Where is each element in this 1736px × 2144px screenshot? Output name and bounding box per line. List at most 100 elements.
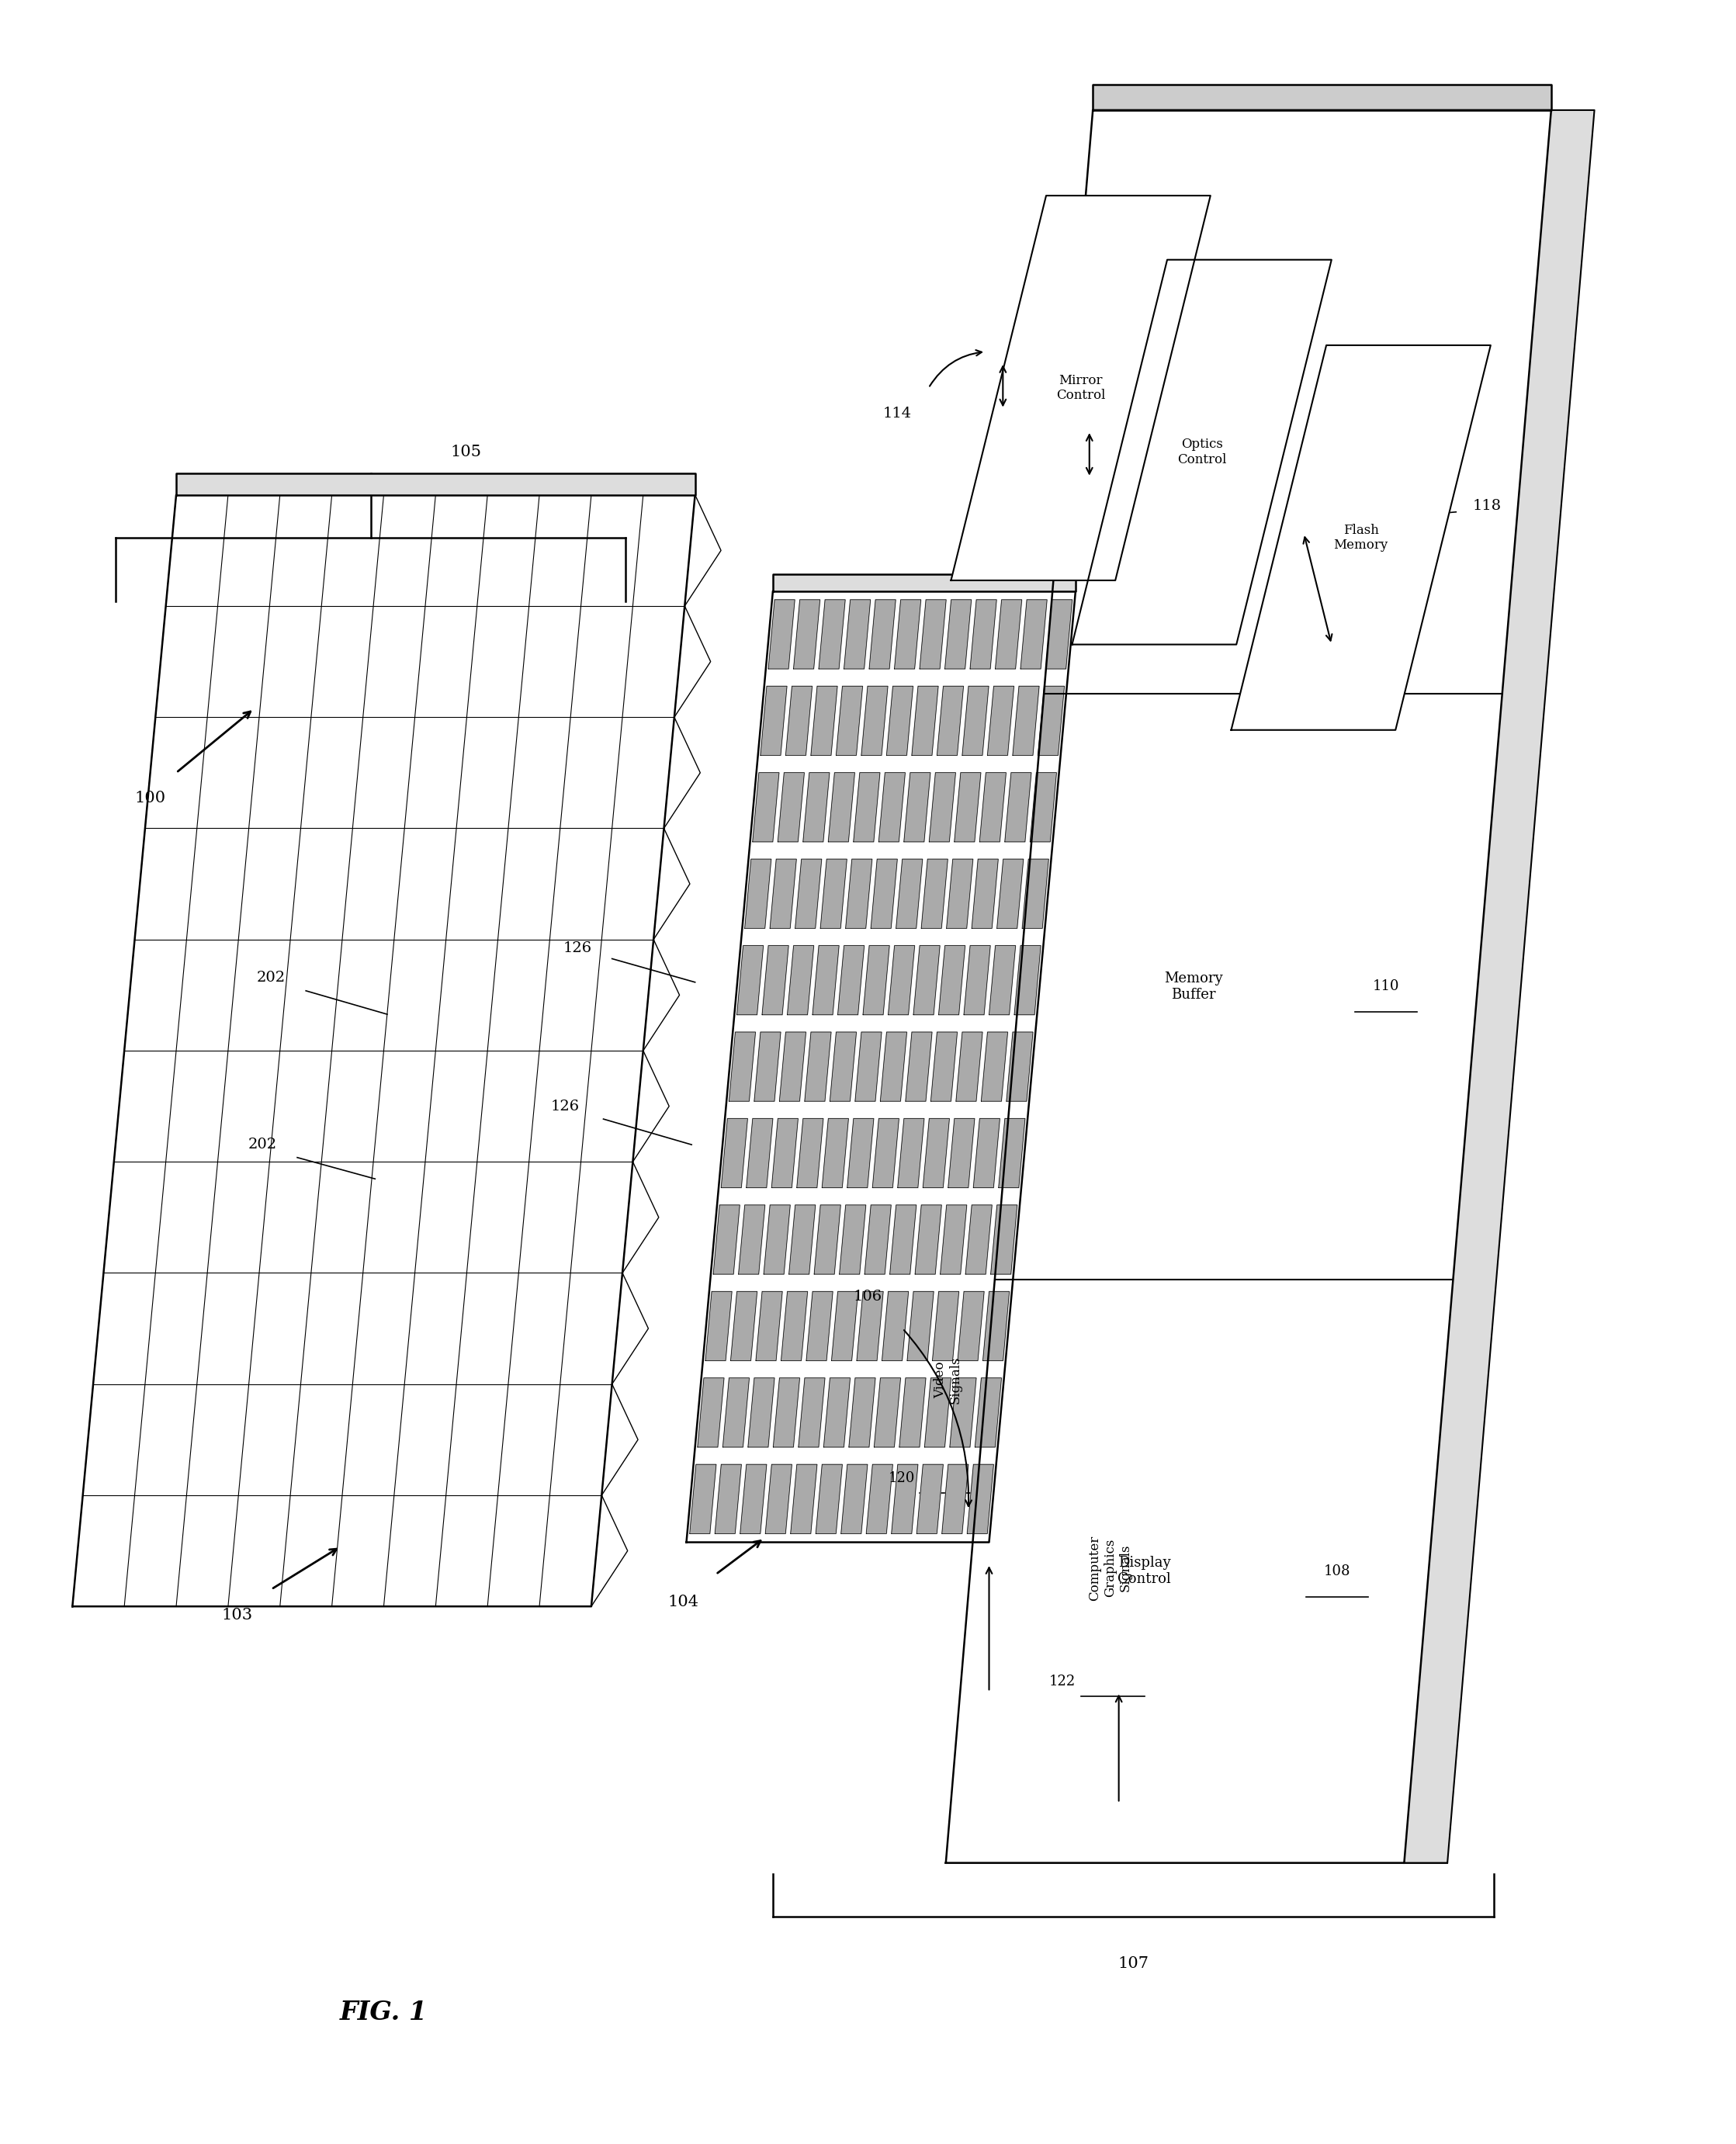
Polygon shape: [698, 1379, 724, 1447]
Text: 126: 126: [550, 1100, 580, 1113]
Polygon shape: [828, 772, 854, 843]
Text: 105: 105: [450, 444, 481, 459]
Polygon shape: [880, 1031, 906, 1102]
Polygon shape: [845, 860, 871, 928]
Polygon shape: [1038, 686, 1064, 755]
Polygon shape: [957, 1031, 983, 1102]
Polygon shape: [1012, 686, 1040, 755]
Polygon shape: [894, 600, 920, 669]
Polygon shape: [773, 1379, 800, 1447]
Polygon shape: [920, 600, 946, 669]
Polygon shape: [771, 1119, 799, 1188]
Polygon shape: [764, 1205, 790, 1274]
Polygon shape: [814, 1205, 840, 1274]
Polygon shape: [930, 1031, 957, 1102]
Polygon shape: [748, 1379, 774, 1447]
Polygon shape: [746, 1119, 773, 1188]
Polygon shape: [906, 1031, 932, 1102]
Polygon shape: [1023, 860, 1049, 928]
Polygon shape: [1021, 600, 1047, 669]
Polygon shape: [804, 772, 830, 843]
Polygon shape: [729, 1031, 755, 1102]
Polygon shape: [990, 946, 1016, 1014]
Polygon shape: [823, 1379, 851, 1447]
Polygon shape: [797, 1119, 823, 1188]
Text: 104: 104: [667, 1595, 698, 1610]
Polygon shape: [865, 1205, 891, 1274]
Polygon shape: [715, 1464, 741, 1533]
Polygon shape: [970, 600, 996, 669]
Polygon shape: [736, 946, 764, 1014]
Text: Memory
Buffer: Memory Buffer: [1165, 971, 1222, 1001]
Polygon shape: [838, 946, 865, 1014]
Text: 112: 112: [1422, 394, 1448, 410]
Polygon shape: [863, 946, 889, 1014]
Text: Video
Signals: Video Signals: [934, 1355, 962, 1404]
Text: Mirror
Control: Mirror Control: [1055, 373, 1106, 403]
Polygon shape: [946, 860, 972, 928]
Text: 202: 202: [257, 971, 286, 984]
Polygon shape: [929, 772, 955, 843]
Polygon shape: [686, 592, 1076, 1542]
Polygon shape: [1045, 600, 1073, 669]
Text: 122: 122: [1049, 1674, 1076, 1687]
Polygon shape: [944, 600, 972, 669]
Text: Flash
Memory: Flash Memory: [1333, 523, 1389, 551]
Text: 106: 106: [854, 1289, 882, 1304]
Polygon shape: [175, 474, 694, 495]
Polygon shape: [713, 1205, 740, 1274]
Polygon shape: [731, 1291, 757, 1361]
Text: 202: 202: [248, 1138, 278, 1151]
Polygon shape: [1073, 259, 1332, 645]
Polygon shape: [979, 772, 1007, 843]
Polygon shape: [950, 1379, 976, 1447]
Polygon shape: [924, 1119, 950, 1188]
Polygon shape: [991, 1205, 1017, 1274]
Polygon shape: [823, 1119, 849, 1188]
Polygon shape: [762, 946, 788, 1014]
Text: Optics
Control: Optics Control: [1177, 437, 1226, 465]
Polygon shape: [819, 600, 845, 669]
Polygon shape: [773, 575, 1076, 592]
Polygon shape: [899, 1379, 925, 1447]
Polygon shape: [740, 1464, 767, 1533]
Polygon shape: [870, 600, 896, 669]
Text: 107: 107: [1118, 1955, 1149, 1970]
Polygon shape: [875, 1379, 901, 1447]
Text: 110: 110: [1373, 980, 1399, 993]
Polygon shape: [73, 495, 694, 1606]
Polygon shape: [745, 860, 771, 928]
Polygon shape: [812, 946, 838, 1014]
Text: 103: 103: [220, 1608, 252, 1623]
Polygon shape: [858, 1291, 884, 1361]
Polygon shape: [878, 772, 904, 843]
Polygon shape: [854, 772, 880, 843]
Polygon shape: [769, 600, 795, 669]
Polygon shape: [972, 860, 998, 928]
Polygon shape: [790, 1464, 818, 1533]
Polygon shape: [771, 860, 797, 928]
Polygon shape: [958, 1291, 984, 1361]
Polygon shape: [755, 1291, 783, 1361]
Polygon shape: [911, 686, 937, 755]
Text: FIG. 1: FIG. 1: [340, 2000, 427, 2026]
Polygon shape: [847, 1119, 873, 1188]
Polygon shape: [955, 772, 981, 843]
Polygon shape: [844, 600, 870, 669]
Polygon shape: [1005, 772, 1031, 843]
Polygon shape: [889, 946, 915, 1014]
Polygon shape: [941, 1205, 967, 1274]
Polygon shape: [856, 1031, 882, 1102]
Polygon shape: [967, 1464, 993, 1533]
Polygon shape: [795, 860, 821, 928]
Text: PWM
Driver: PWM Driver: [1220, 386, 1266, 416]
Polygon shape: [779, 1031, 806, 1102]
Text: 120: 120: [889, 1471, 915, 1486]
Polygon shape: [1007, 1031, 1033, 1102]
Polygon shape: [1094, 84, 1552, 109]
Polygon shape: [908, 1291, 934, 1361]
Polygon shape: [983, 1291, 1009, 1361]
Polygon shape: [976, 1379, 1002, 1447]
Polygon shape: [974, 1119, 1000, 1188]
Polygon shape: [866, 1464, 892, 1533]
